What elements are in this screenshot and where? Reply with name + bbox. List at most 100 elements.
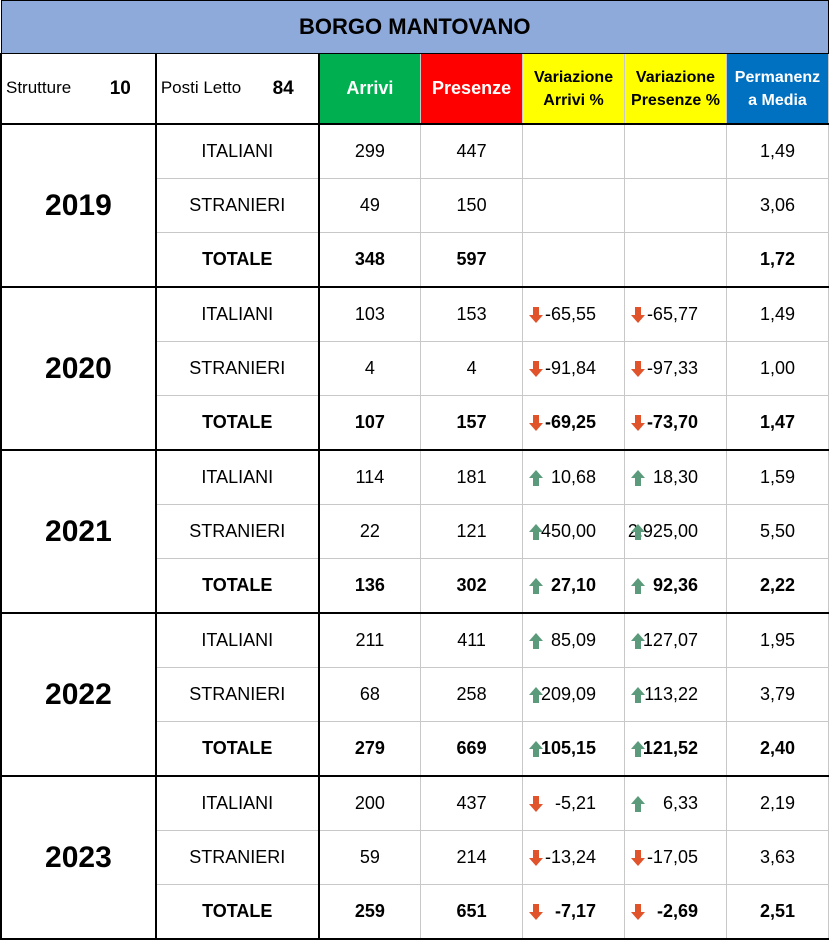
row-label: TOTALE [155,721,320,777]
presenze-value: 597 [420,232,524,288]
row-label: ITALIANI [155,775,320,831]
arrivi-value: 59 [318,830,422,885]
arrivi-value: 211 [318,612,422,668]
permanenza-media-value: 2,19 [725,775,829,831]
variazione-arrivi-cell: -91,84 [522,341,625,396]
variazione-arrivi-cell: -69,25 [522,395,625,451]
year-cell: 2022 [0,612,157,777]
presenze-value: 669 [420,721,524,777]
variazione-arrivi-value: 10,68 [550,467,596,487]
variazione-arrivi-value: 209,09 [540,684,596,704]
variazione-arrivi-value: -7,17 [554,901,596,921]
arrow-down-icon [528,306,544,324]
variazione-presenze-cell: -73,70 [624,395,727,451]
presenze-value: 181 [420,449,524,505]
arrow-up-icon [630,523,646,541]
row-label: ITALIANI [155,612,320,668]
table-row: TOTALE 136 302 27,10 92,36 2,22 [1,558,829,614]
variazione-presenze-cell [624,123,727,179]
variazione-arrivi-cell: 105,15 [522,721,625,777]
variazione-arrivi-cell: -5,21 [522,775,625,831]
header-presenze: Presenze [420,53,524,125]
variazione-presenze-cell: 92,36 [624,558,727,614]
table-row: STRANIERI 22 121 450,00 2.925,00 5,50 [1,504,829,559]
variazione-arrivi-value: 105,15 [540,738,596,758]
arrivi-value: 200 [318,775,422,831]
arrow-down-icon [630,849,646,867]
variazione-arrivi-cell: 10,68 [522,449,625,505]
variazione-arrivi-cell: 27,10 [522,558,625,614]
presenze-value: 157 [420,395,524,451]
permanenza-media-value: 2,51 [725,884,829,940]
variazione-arrivi-value: 85,09 [550,630,596,650]
table-row: STRANIERI 68 258 209,09 113,22 3,79 [1,667,829,722]
header-variazione-arrivi: Variazione Arrivi % [522,53,625,125]
variazione-presenze-cell: 2.925,00 [624,504,727,559]
header-arrivi: Arrivi [318,53,422,125]
permanenza-media-value: 1,59 [725,449,829,505]
posti-letto-label: Posti Letto [160,77,242,97]
table-row: TOTALE 279 669 105,15 121,52 2,40 [1,721,829,777]
permanenza-media-value: 1,00 [725,341,829,396]
variazione-presenze-cell: 6,33 [624,775,727,831]
header-variazione-arrivi-line1: Variazione [533,68,614,86]
arrow-up-icon [528,577,544,595]
permanenza-media-value: 1,72 [725,232,829,288]
arrivi-value: 348 [318,232,422,288]
variazione-presenze-value: -73,70 [646,412,698,432]
arrow-up-icon [528,523,544,541]
variazione-arrivi-cell: -65,55 [522,286,625,342]
presenze-value: 153 [420,286,524,342]
arrivi-value: 22 [318,504,422,559]
table-row: 2021 ITALIANI 114 181 10,68 18,30 1,59 [0,449,829,614]
arrow-up-icon [528,686,544,704]
arrow-up-icon [528,469,544,487]
variazione-presenze-value: -17,05 [646,847,698,867]
variazione-presenze-value: -2,69 [656,901,698,921]
arrow-up-icon [528,632,544,650]
variazione-arrivi-cell: 209,09 [522,667,625,722]
permanenza-media-value: 1,47 [725,395,829,451]
variazione-presenze-cell: 18,30 [624,449,727,505]
table-row: 2020 ITALIANI 103 153 -65,55 -65,77 1,49 [0,286,829,451]
arrow-up-icon [630,577,646,595]
row-label: STRANIERI [155,341,320,396]
permanenza-media-value: 2,40 [725,721,829,777]
arrivi-value: 259 [318,884,422,940]
variazione-presenze-value: 6,33 [662,793,698,813]
arrow-down-icon [528,360,544,378]
variazione-presenze-value: 18,30 [652,467,698,487]
arrow-down-icon [630,360,646,378]
strutture-label: Strutture [6,77,72,97]
variazione-arrivi-value: -13,24 [544,847,596,867]
permanenza-media-value: 1,49 [725,123,829,179]
variazione-arrivi-cell: 85,09 [522,612,625,668]
permanenza-media-value: 1,49 [725,286,829,342]
row-label: STRANIERI [155,667,320,722]
presenze-value: 121 [420,504,524,559]
variazione-arrivi-value: 450,00 [540,521,596,541]
header-row: Strutture 10 Posti Letto 84 Arrivi Prese… [0,53,829,125]
header-permanenza-line1: Permanenz [734,68,821,86]
arrow-down-icon [528,849,544,867]
variazione-arrivi-value: -65,55 [544,304,596,324]
row-label: TOTALE [155,232,320,288]
variazione-presenze-cell: -65,77 [624,286,727,342]
variazione-arrivi-value: -91,84 [544,358,596,378]
presenze-value: 150 [420,178,524,233]
arrow-down-icon [630,306,646,324]
arrivi-value: 4 [318,341,422,396]
arrivi-value: 136 [318,558,422,614]
posti-letto-cell: Posti Letto 84 [155,53,320,125]
permanenza-media-value: 2,22 [725,558,829,614]
arrivi-value: 103 [318,286,422,342]
variazione-presenze-value: 113,22 [644,684,698,704]
permanenza-media-value: 1,95 [725,612,829,668]
arrow-up-icon [630,686,646,704]
arrow-up-icon [630,740,646,758]
permanenza-media-value: 3,06 [725,178,829,233]
table-row: STRANIERI 4 4 -91,84 -97,33 1,00 [1,341,829,396]
header-permanenza-media: Permanenz a Media [725,53,829,125]
arrow-up-icon [528,740,544,758]
